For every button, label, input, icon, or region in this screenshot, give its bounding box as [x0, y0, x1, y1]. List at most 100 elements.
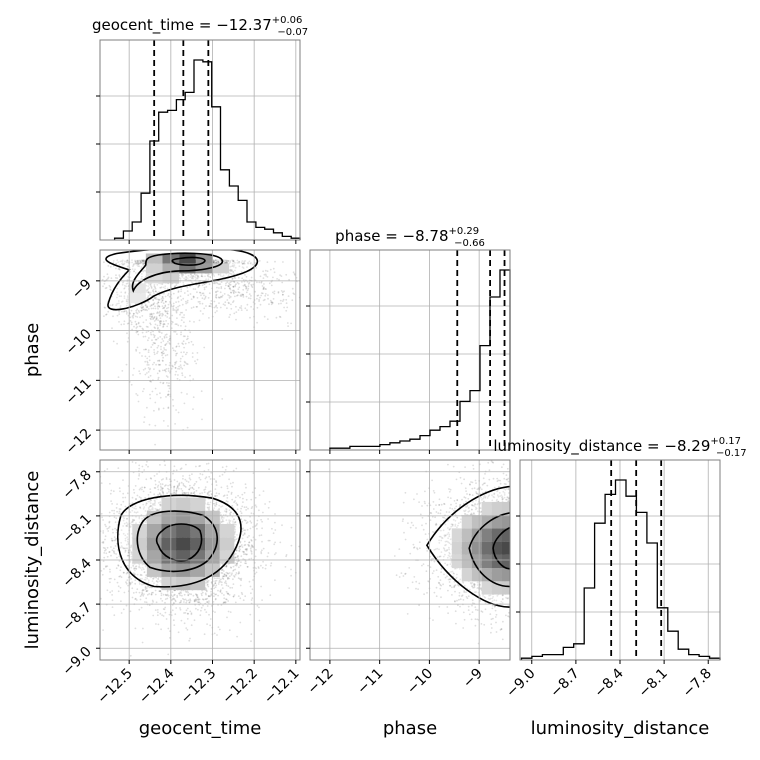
sample-point — [167, 390, 170, 393]
sample-point — [274, 541, 276, 544]
sample-point — [140, 273, 143, 275]
sample-point — [162, 323, 165, 326]
sample-point — [246, 309, 248, 312]
sample-point — [174, 373, 177, 376]
sample-point — [136, 312, 139, 315]
sample-point — [238, 265, 241, 268]
sample-point — [125, 282, 128, 285]
sample-point — [163, 347, 165, 349]
sample-point — [121, 300, 124, 303]
sample-point — [224, 262, 226, 264]
sample-point — [108, 551, 111, 553]
sample-point — [143, 421, 145, 423]
sample-point — [225, 260, 227, 262]
sample-point — [112, 490, 115, 493]
sample-point — [144, 304, 147, 307]
sample-point — [262, 288, 265, 290]
sample-point — [258, 260, 261, 262]
sample-point — [164, 606, 167, 609]
sample-point — [267, 518, 269, 520]
sample-point — [143, 486, 146, 489]
sample-point — [237, 282, 240, 285]
sample-point — [222, 274, 225, 277]
sample-point — [186, 301, 189, 304]
sample-point — [168, 339, 171, 341]
sample-point — [181, 316, 184, 319]
sample-point — [149, 293, 152, 296]
sample-point — [221, 398, 224, 400]
sample-point — [167, 370, 170, 372]
sample-point — [175, 301, 178, 303]
sample-point — [159, 313, 162, 315]
sample-point — [171, 591, 174, 593]
sample-point — [186, 277, 189, 279]
sample-point — [181, 311, 184, 314]
sample-point — [232, 260, 234, 262]
sample-point — [117, 467, 120, 469]
sample-point — [213, 592, 215, 595]
sample-point — [229, 296, 232, 298]
sample-point — [84, 579, 86, 581]
sample-point — [137, 260, 139, 262]
sample-point — [238, 262, 240, 264]
sample-point — [172, 305, 174, 308]
sample-point — [142, 264, 145, 266]
sample-point — [172, 349, 175, 352]
sample-point — [162, 286, 165, 289]
sample-point — [195, 306, 198, 308]
sample-point — [109, 581, 111, 584]
sample-point — [170, 323, 173, 325]
sample-point — [153, 353, 156, 356]
sample-point — [133, 367, 135, 370]
sample-point — [281, 291, 284, 294]
sample-point — [351, 266, 353, 268]
sample-point — [196, 275, 199, 278]
sample-point — [111, 539, 114, 542]
sample-point — [181, 275, 184, 278]
sample-point — [271, 301, 274, 304]
sample-point — [162, 381, 165, 384]
sample-point — [279, 274, 281, 276]
sample-point — [161, 283, 163, 285]
sample-point — [149, 293, 152, 296]
sample-point — [248, 535, 250, 537]
sample-point — [175, 311, 178, 314]
sample-point — [186, 338, 188, 341]
sample-point — [129, 320, 132, 322]
sample-point — [126, 302, 129, 305]
sample-point — [286, 306, 289, 309]
sample-point — [132, 312, 135, 315]
sample-point — [131, 259, 133, 261]
sample-point — [293, 272, 296, 275]
sample-point — [130, 280, 132, 283]
sample-point — [126, 295, 129, 297]
sample-point — [219, 273, 222, 276]
sample-point — [232, 565, 235, 568]
sample-point — [246, 289, 249, 292]
sample-point — [160, 287, 162, 289]
sample-point — [164, 369, 167, 371]
sample-point — [120, 612, 123, 614]
sample-point — [268, 468, 270, 471]
sample-point — [240, 512, 243, 515]
sample-point — [244, 274, 246, 276]
sample-point — [161, 299, 164, 302]
sample-point — [261, 599, 263, 601]
sample-point — [147, 295, 150, 297]
sample-point — [123, 323, 125, 325]
sample-point — [243, 283, 246, 286]
sample-point — [156, 302, 159, 305]
sample-point — [146, 364, 149, 366]
sample-point — [154, 401, 157, 404]
sample-point — [242, 294, 245, 296]
sample-point — [166, 325, 169, 328]
sample-point — [152, 330, 155, 333]
sample-point — [258, 300, 260, 302]
sample-point — [113, 536, 116, 538]
sample-point — [280, 275, 283, 277]
sample-point — [256, 294, 259, 297]
sample-point — [198, 319, 201, 322]
sample-point — [229, 288, 232, 291]
sample-point — [304, 294, 306, 296]
sample-point — [208, 317, 210, 319]
